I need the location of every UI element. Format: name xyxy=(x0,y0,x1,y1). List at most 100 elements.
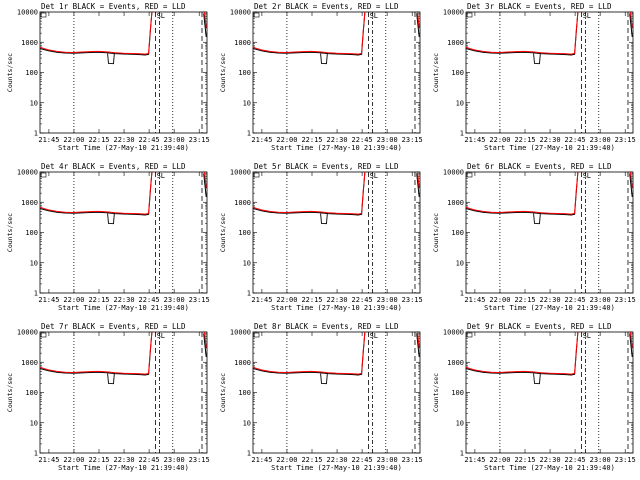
marker-label: SL xyxy=(370,332,378,340)
x-tick-label: 23:00 xyxy=(377,296,398,304)
events-series-line xyxy=(39,331,153,376)
panel-det-4r: Det 4r BLACK = Events, RED = LLD 1 10 100 10… xyxy=(0,160,213,320)
y-tick-label: 100 xyxy=(451,389,464,397)
plot-frame xyxy=(252,331,421,454)
y-tick-label: 100 xyxy=(25,389,38,397)
events-series-dip xyxy=(107,213,115,225)
panel-plot: Det 4r BLACK = Events, RED = LLD 1 10 100 10… xyxy=(6,162,210,312)
x-tick-label: 22:00 xyxy=(276,456,297,464)
x-tick-label: 23:15 xyxy=(615,296,636,304)
plot-frame xyxy=(252,171,421,294)
events-series-line xyxy=(465,331,579,376)
x-tick-label: 22:30 xyxy=(114,456,135,464)
x-tick-label: 23:15 xyxy=(402,456,423,464)
panel-det-1r: Det 1r BLACK = Events, RED = LLD 1 10 100 10… xyxy=(0,0,213,160)
plot-frame xyxy=(39,171,208,294)
x-tick-label: 21:45 xyxy=(251,296,272,304)
corner-marker-box xyxy=(40,172,47,178)
panel-plot: Det 2r BLACK = Events, RED = LLD 1 10 100 10… xyxy=(219,2,423,152)
marker-label: SL xyxy=(583,12,591,20)
x-tick-label: 22:15 xyxy=(514,136,535,144)
y-tick-label: 10000 xyxy=(230,169,251,177)
panel-title: Det 4r BLACK = Events, RED = LLD xyxy=(41,162,186,171)
x-tick-label: 22:00 xyxy=(63,456,84,464)
y-tick-label: 10 xyxy=(456,99,464,107)
panel-det-8r: Det 8r BLACK = Events, RED = LLD 1 10 100 10… xyxy=(213,320,426,480)
marker-label: SL xyxy=(157,332,165,340)
corner-marker-box xyxy=(466,332,473,338)
panel-title: Det 7r BLACK = Events, RED = LLD xyxy=(41,322,186,331)
x-axis-label: Start Time (27-May-10 21:39:40) xyxy=(58,464,189,472)
panel-title: Det 5r BLACK = Events, RED = LLD xyxy=(254,162,399,171)
y-tick-label: 10 xyxy=(243,99,251,107)
x-axis-label: Start Time (27-May-10 21:39:40) xyxy=(484,304,615,312)
panel-det-9r: Det 9r BLACK = Events, RED = LLD 1 10 100 10… xyxy=(426,320,639,480)
x-tick-label: 22:30 xyxy=(327,136,348,144)
x-tick-label: 22:15 xyxy=(514,456,535,464)
x-tick-label: 22:30 xyxy=(114,136,135,144)
y-tick-label: 10 xyxy=(30,419,38,427)
y-tick-label: 10000 xyxy=(230,9,251,17)
y-tick-label: 100 xyxy=(238,229,251,237)
y-tick-label: 1 xyxy=(247,130,251,138)
lld-series-line xyxy=(252,11,366,55)
y-tick-label: 1 xyxy=(34,130,38,138)
panel-title: Det 1r BLACK = Events, RED = LLD xyxy=(41,2,186,11)
x-tick-label: 21:45 xyxy=(464,296,485,304)
y-tick-label: 1 xyxy=(247,450,251,458)
events-series-tail xyxy=(629,13,633,37)
lld-series-line xyxy=(465,331,579,375)
x-tick-label: 23:15 xyxy=(189,456,210,464)
x-tick-label: 22:00 xyxy=(276,296,297,304)
x-tick-label: 22:15 xyxy=(301,136,322,144)
x-tick-label: 22:45 xyxy=(565,456,586,464)
y-axis-label: Counts/sec xyxy=(6,213,14,252)
events-series-line xyxy=(465,171,579,216)
corner-marker-box xyxy=(466,12,473,18)
events-series-tail xyxy=(416,173,420,197)
panel-plot: Det 7r BLACK = Events, RED = LLD 1 10 100 10… xyxy=(6,322,210,472)
x-axis-label: Start Time (27-May-10 21:39:40) xyxy=(271,464,402,472)
x-tick-label: 23:15 xyxy=(615,136,636,144)
y-tick-label: 10 xyxy=(243,259,251,267)
events-series-dip xyxy=(320,373,328,385)
y-tick-label: 1000 xyxy=(21,359,38,367)
y-tick-label: 100 xyxy=(25,229,38,237)
x-tick-label: 22:30 xyxy=(540,296,561,304)
marker-label: SL xyxy=(583,332,591,340)
x-tick-label: 22:45 xyxy=(352,296,373,304)
y-tick-label: 10 xyxy=(30,99,38,107)
x-tick-label: 23:00 xyxy=(590,136,611,144)
lld-series-tail xyxy=(204,11,207,28)
y-tick-label: 1 xyxy=(34,450,38,458)
plot-frame xyxy=(39,331,208,454)
x-axis-label: Start Time (27-May-10 21:39:40) xyxy=(271,304,402,312)
x-tick-label: 22:45 xyxy=(565,136,586,144)
x-tick-label: 23:00 xyxy=(377,456,398,464)
events-series-tail xyxy=(203,333,207,357)
x-tick-label: 21:45 xyxy=(38,296,59,304)
panel-plot: Det 3r BLACK = Events, RED = LLD 1 10 100 10… xyxy=(432,2,636,152)
y-tick-label: 1000 xyxy=(234,199,251,207)
y-axis-label: Counts/sec xyxy=(219,53,227,92)
x-axis-label: Start Time (27-May-10 21:39:40) xyxy=(271,144,402,152)
y-tick-label: 1 xyxy=(460,130,464,138)
x-tick-label: 22:00 xyxy=(63,136,84,144)
marker-label: SL xyxy=(370,172,378,180)
x-tick-label: 22:45 xyxy=(352,456,373,464)
x-tick-label: 23:00 xyxy=(164,296,185,304)
marker-label: SL xyxy=(157,172,165,180)
corner-marker-box xyxy=(40,12,47,18)
panel-title: Det 8r BLACK = Events, RED = LLD xyxy=(254,322,399,331)
x-tick-label: 22:00 xyxy=(489,136,510,144)
lld-series-line xyxy=(465,11,579,55)
x-tick-label: 21:45 xyxy=(251,136,272,144)
panel-title: Det 6r BLACK = Events, RED = LLD xyxy=(467,162,612,171)
panel-plot: Det 8r BLACK = Events, RED = LLD 1 10 100 10… xyxy=(219,322,423,472)
x-tick-label: 21:45 xyxy=(464,456,485,464)
events-series-line xyxy=(252,171,366,216)
panel-det-6r: Det 6r BLACK = Events, RED = LLD 1 10 100 10… xyxy=(426,160,639,320)
marker-label: SL xyxy=(370,12,378,20)
x-tick-label: 23:00 xyxy=(164,456,185,464)
